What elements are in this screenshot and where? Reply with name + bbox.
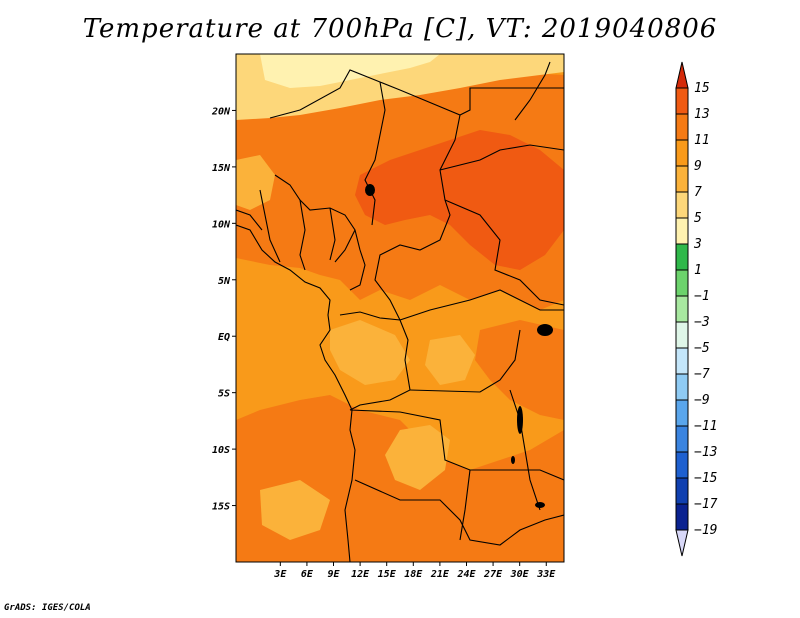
country-borders bbox=[236, 61, 564, 562]
colorbar-over-arrow bbox=[675, 61, 689, 89]
field-band-11-13-east bbox=[475, 320, 564, 420]
field-band-7-9-e bbox=[425, 335, 475, 385]
lat-tick-label: 5N bbox=[218, 276, 231, 287]
colorbar-label: −1 bbox=[694, 289, 710, 304]
colorbar-label: −15 bbox=[694, 471, 718, 486]
map-frame bbox=[235, 53, 565, 563]
colorbar-swatch bbox=[675, 399, 689, 427]
colorbar-swatch bbox=[675, 87, 689, 115]
colorbar-label: 7 bbox=[694, 185, 702, 200]
colorbar-label: 15 bbox=[694, 81, 710, 96]
lon-tick-label: 27E bbox=[483, 569, 503, 580]
colorbar-swatch bbox=[675, 295, 689, 323]
colorbar-under-arrow bbox=[675, 529, 689, 557]
lon-tick-label: 12E bbox=[351, 569, 370, 580]
field-band-7-9-b bbox=[385, 425, 450, 490]
field-band-7-9-a bbox=[330, 320, 410, 385]
latitude-ticks: 20N 15N 10N 5N EQ 5S 10S 15S bbox=[211, 106, 236, 513]
colorbar: 15 13 11 9 7 5 3 1 −1 −3 −5 −7 −9 −11 −13 −15 −17 −19 bbox=[675, 61, 718, 557]
lon-tick-label: 15E bbox=[378, 569, 397, 580]
field-band-7-9-d bbox=[236, 155, 275, 210]
lon-tick-label: 6E bbox=[301, 569, 314, 580]
colorbar-swatch bbox=[675, 347, 689, 375]
colorbar-label: 5 bbox=[694, 211, 702, 226]
lon-tick-label: 21E bbox=[430, 569, 450, 580]
colorbar-swatch bbox=[675, 321, 689, 349]
grads-credit: GrADS: IGES/COLA bbox=[4, 603, 91, 613]
lon-tick-label: 30E bbox=[510, 569, 530, 580]
colorbar-swatch bbox=[675, 113, 689, 141]
colorbar-label: 3 bbox=[693, 237, 702, 252]
plot-title: Temperature at 700hPa [C], VT: 201904080… bbox=[82, 14, 718, 44]
lat-tick-label: 20N bbox=[211, 106, 231, 117]
longitude-ticks: 3E 6E 9E 12E 15E 18E 21E 24E 27E 30E 33E bbox=[273, 562, 556, 580]
lat-tick-label: 10S bbox=[212, 445, 230, 456]
colorbar-label: −13 bbox=[694, 445, 717, 460]
lon-tick-label: 33E bbox=[536, 569, 556, 580]
colorbar-swatch bbox=[675, 243, 689, 271]
field-band-13-15-core bbox=[355, 130, 564, 270]
field-band-7-9-c bbox=[260, 480, 330, 540]
lat-tick-label: 5S bbox=[218, 389, 230, 400]
colorbar-swatch bbox=[675, 451, 689, 479]
lat-tick-label: EQ bbox=[218, 332, 230, 343]
colorbar-swatch bbox=[675, 191, 689, 219]
colorbar-swatch bbox=[675, 477, 689, 505]
colorbar-swatch bbox=[675, 425, 689, 453]
colorbar-label: −11 bbox=[694, 419, 717, 434]
colorbar-label: −5 bbox=[694, 341, 710, 356]
colorbar-label: −19 bbox=[694, 523, 717, 538]
lon-tick-label: 24E bbox=[456, 569, 476, 580]
colorbar-label: −3 bbox=[694, 315, 710, 330]
lon-tick-label: 18E bbox=[404, 569, 423, 580]
colorbar-swatch bbox=[675, 165, 689, 193]
colorbar-label: 13 bbox=[694, 107, 710, 122]
colorbar-label: 1 bbox=[694, 263, 702, 278]
colorbar-swatch bbox=[675, 139, 689, 167]
colorbar-label: 9 bbox=[694, 159, 702, 174]
colorbar-swatch bbox=[675, 503, 689, 531]
temperature-field bbox=[236, 54, 564, 562]
lat-tick-label: 15N bbox=[212, 163, 231, 174]
lon-tick-label: 3E bbox=[273, 569, 287, 580]
colorbar-label: −17 bbox=[694, 497, 718, 512]
colorbar-label: 11 bbox=[694, 133, 710, 148]
colorbar-label: −9 bbox=[694, 393, 710, 408]
lat-tick-label: 10N bbox=[212, 219, 231, 230]
lakes bbox=[365, 184, 553, 508]
colorbar-swatch bbox=[675, 269, 689, 297]
lat-tick-label: 15S bbox=[212, 502, 230, 513]
colorbar-label: −7 bbox=[694, 367, 710, 382]
colorbar-swatch bbox=[675, 373, 689, 401]
colorbar-swatch bbox=[675, 217, 689, 245]
lon-tick-label: 9E bbox=[327, 569, 340, 580]
